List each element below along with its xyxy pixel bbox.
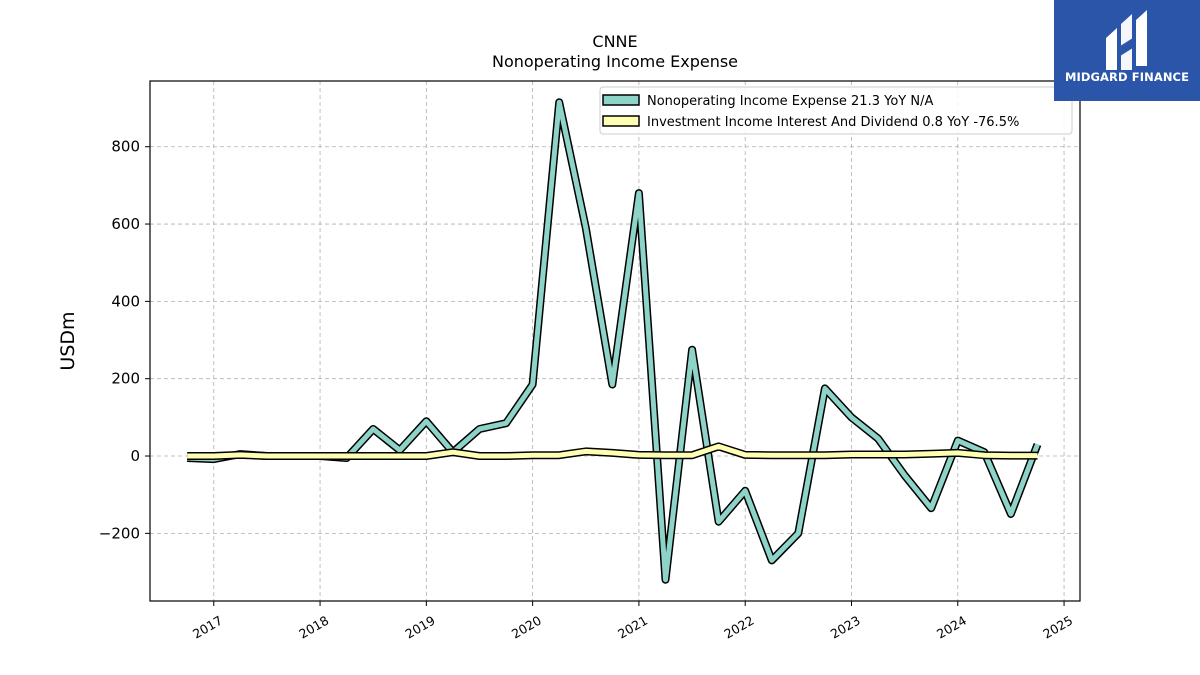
series-layer <box>187 98 1042 584</box>
x-tick-label: 2020 <box>509 613 544 642</box>
series-1-line <box>187 99 1040 583</box>
y-tick-label: 200 <box>111 370 140 388</box>
y-tick-label: 0 <box>130 447 140 465</box>
logo-mark-icon <box>1106 10 1147 70</box>
x-tick-label: 2021 <box>615 613 650 642</box>
legend-swatch-2 <box>602 115 640 127</box>
x-tick-label: 2019 <box>403 613 438 642</box>
x-tick-label: 2022 <box>721 613 756 642</box>
chart-title: CNNE <box>592 32 638 51</box>
axis-ticks: 2017 2018 2019 2020 2021 2022 2023 2024 2025 −200… <box>99 138 1076 642</box>
x-tick-label: 2025 <box>1040 613 1075 642</box>
y-tick-label: 800 <box>111 138 140 156</box>
chart-subtitle: Nonoperating Income Expense <box>491 52 739 71</box>
x-tick-label: 2023 <box>828 613 863 642</box>
midgard-finance-logo: MIDGARD FINANCE <box>1054 0 1200 101</box>
plot-frame <box>149 80 1081 602</box>
legend-label-1: Nonoperating Income Expense 21.3 YoY N/A <box>647 94 933 109</box>
legend-label-2: Investment Income Interest And Dividend … <box>647 115 1019 130</box>
y-tick-label: 600 <box>111 215 140 233</box>
x-tick-label: 2024 <box>934 613 969 642</box>
x-tick-label: 2017 <box>190 613 225 642</box>
legend-swatch-1 <box>602 94 640 106</box>
x-tick-label: 2018 <box>296 613 331 642</box>
legend-box <box>599 86 1073 135</box>
logo-text: MIDGARD FINANCE <box>1064 70 1190 84</box>
series-2-line <box>187 443 1038 459</box>
series-1-outline <box>187 98 1042 584</box>
grid <box>150 81 1080 601</box>
y-tick-label: −200 <box>99 524 140 542</box>
legend: Nonoperating Income Expense 21.3 YoY N/A… <box>599 86 1073 135</box>
y-tick-label: 400 <box>111 292 140 310</box>
y-axis-label: USDm <box>57 311 79 371</box>
